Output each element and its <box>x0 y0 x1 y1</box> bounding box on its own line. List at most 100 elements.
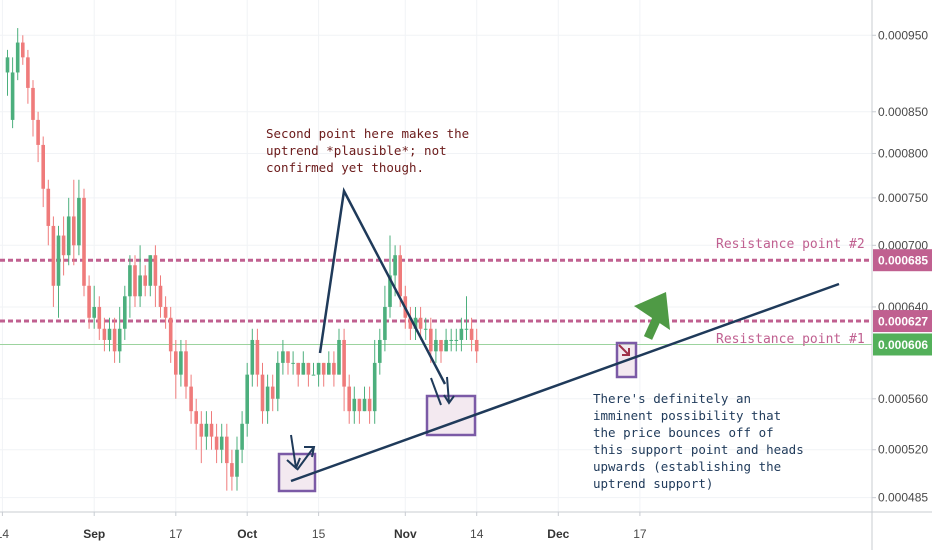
candle <box>61 216 66 276</box>
candle <box>362 386 367 412</box>
candle <box>72 179 76 266</box>
candle-body <box>107 328 112 340</box>
candle-body <box>367 398 372 412</box>
y-tick-label: 0.000800 <box>878 146 928 160</box>
candle-body <box>184 351 188 387</box>
annotation-bottom-line: this support point and heads <box>593 442 804 457</box>
candle-body <box>225 436 229 464</box>
candle <box>184 339 188 399</box>
candle <box>250 328 255 387</box>
candle <box>153 245 158 307</box>
candle-body <box>61 235 66 256</box>
candle-body <box>148 255 153 286</box>
candle-body <box>444 339 448 352</box>
candle-body <box>51 225 56 286</box>
candle <box>15 28 20 81</box>
candle <box>87 275 91 329</box>
candle-body <box>474 339 479 352</box>
candle-body <box>219 436 224 450</box>
price-tags: 0.000685 0.000627 0.000606 <box>873 249 932 356</box>
candle-body <box>459 328 464 340</box>
candle <box>327 351 331 375</box>
candle-body <box>265 386 270 412</box>
candle <box>255 328 260 387</box>
annotation-top-line: Second point here makes the <box>266 126 469 141</box>
candle-body <box>230 463 234 477</box>
x-tick-label: 15 <box>312 527 326 541</box>
candle <box>464 296 469 340</box>
candle-body <box>388 275 392 307</box>
candle <box>235 436 239 491</box>
candle-body <box>128 265 132 297</box>
candle-body <box>408 317 413 329</box>
candle-body <box>270 386 275 399</box>
arrow-down-icon <box>443 376 455 405</box>
candle-body <box>199 423 204 437</box>
candle <box>31 80 35 137</box>
candle <box>408 306 413 340</box>
candle-body <box>327 362 331 375</box>
drawings <box>277 187 840 493</box>
arrow-up-icon <box>296 446 316 471</box>
candle <box>474 328 479 363</box>
candle-body <box>378 339 382 363</box>
x-tick-label: 17 <box>169 527 183 541</box>
resistance-2-price-tag-bg <box>873 249 932 272</box>
candle-body <box>454 339 459 341</box>
candle-body <box>362 398 367 412</box>
candle <box>214 423 219 464</box>
y-tick-label: 0.000750 <box>878 191 928 205</box>
grid <box>0 0 872 512</box>
candle <box>383 285 387 352</box>
support-box-1 <box>277 452 317 493</box>
candle <box>138 245 142 307</box>
candle-body <box>332 362 336 375</box>
candle-body <box>10 72 15 120</box>
resistance-1-price-tag-bg <box>873 310 932 333</box>
candle <box>179 339 183 387</box>
candle-body <box>357 398 362 412</box>
candle <box>265 374 270 424</box>
uptrend-support-line <box>290 282 840 483</box>
candle <box>199 411 204 464</box>
resistance-2-price-tag: 0.000685 <box>878 254 928 268</box>
arrow-icon <box>430 377 442 406</box>
x-tick-label: Dec <box>547 527 569 541</box>
candle-body <box>143 275 147 286</box>
candle <box>107 317 112 352</box>
candle-body <box>204 423 209 437</box>
candle-body <box>372 362 377 412</box>
candle <box>276 351 280 412</box>
candle <box>143 265 147 297</box>
arrow-down-icon <box>286 434 301 470</box>
candle-body <box>250 339 255 375</box>
candle <box>174 339 178 399</box>
candle <box>459 317 464 352</box>
y-tick-label: 0.000950 <box>878 28 928 42</box>
candle-body <box>158 285 163 307</box>
candles <box>5 28 479 491</box>
candle <box>434 328 438 363</box>
candle-body <box>260 374 265 412</box>
candle <box>286 351 290 375</box>
candle <box>367 386 372 424</box>
annotation-bottom-line: There's definitely an <box>593 391 751 406</box>
candle <box>439 339 443 363</box>
candle <box>5 49 10 96</box>
annotation-top: Second point here makes the uptrend *pla… <box>266 126 477 175</box>
candle-body <box>398 255 402 297</box>
candle-body <box>102 328 107 340</box>
candle <box>418 306 423 340</box>
candle-body <box>296 362 300 375</box>
candle-body <box>245 374 249 424</box>
candle <box>66 197 71 266</box>
candle <box>102 317 107 352</box>
candle <box>189 374 193 424</box>
candle <box>194 398 198 450</box>
arrow-icon <box>618 344 630 356</box>
annotation-bottom-line: upwards (establishing the <box>593 459 781 474</box>
green-arrow-head-icon <box>634 292 670 330</box>
candle-body <box>469 328 474 340</box>
candle <box>301 351 306 375</box>
